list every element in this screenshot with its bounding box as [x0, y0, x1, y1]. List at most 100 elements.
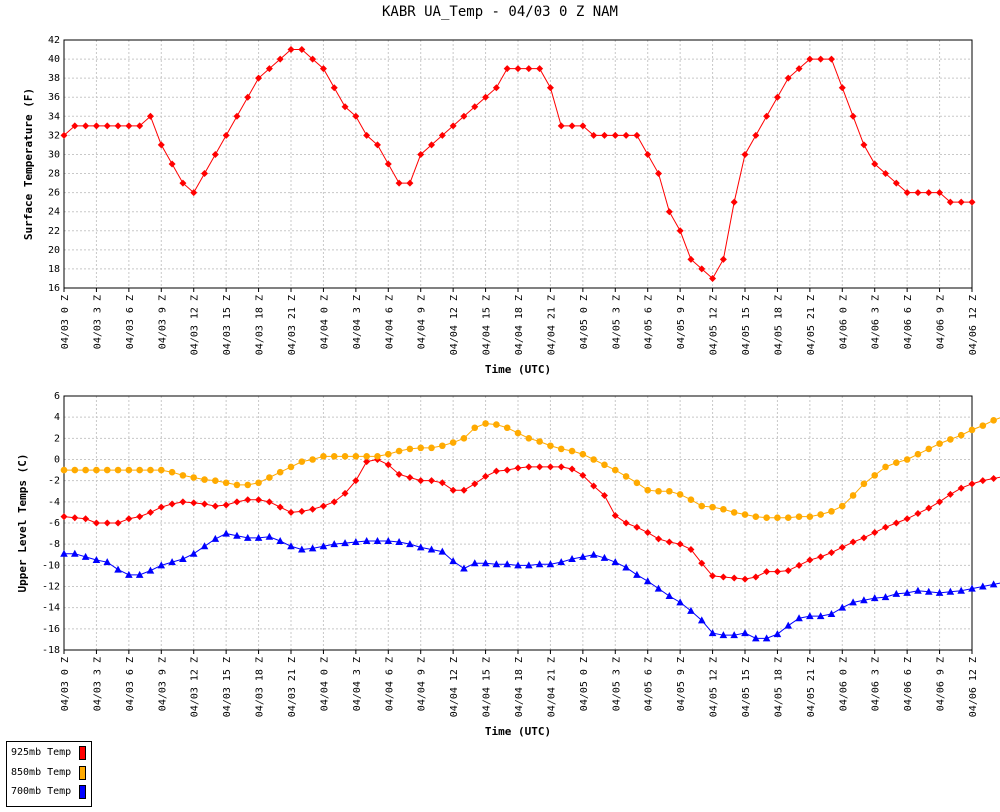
data-point [492, 467, 500, 475]
data-point [763, 514, 770, 522]
x-tick-label: 04/03 21 Z [287, 295, 298, 355]
data-point [557, 463, 565, 471]
data-point [676, 598, 684, 606]
y-tick-label: -6 [48, 518, 60, 529]
data-point [93, 466, 100, 474]
data-point [503, 424, 511, 432]
data-point [914, 450, 922, 458]
data-point [157, 141, 165, 149]
y-tick-label: 34 [48, 111, 60, 122]
data-point [222, 131, 230, 139]
x-tick-label: 04/04 12 Z [449, 657, 460, 717]
data-point [60, 513, 68, 521]
data-point [276, 55, 284, 63]
data-point [417, 150, 425, 158]
data-point [471, 103, 479, 111]
data-point [406, 473, 414, 481]
x-tick-label: 04/06 3 Z [871, 295, 882, 349]
x-tick-label: 04/04 15 Z [482, 657, 493, 717]
data-point [979, 422, 987, 429]
x-tick-label: 04/05 0 Z [579, 657, 590, 711]
data-point [384, 160, 392, 168]
x-tick-label: 04/03 18 Z [255, 295, 266, 355]
y-tick-label: 40 [48, 54, 60, 65]
data-point [720, 505, 727, 513]
x-tick-label: 04/03 9 Z [157, 295, 168, 349]
data-point [525, 435, 533, 442]
data-point [914, 189, 922, 197]
data-point [979, 477, 987, 485]
data-point [536, 463, 544, 471]
data-point [655, 487, 662, 495]
data-point [806, 612, 814, 620]
x-tick-label: 04/05 3 Z [611, 295, 622, 349]
data-point [784, 621, 793, 629]
data-point [255, 74, 263, 82]
data-point [762, 634, 771, 642]
data-point [914, 586, 922, 594]
data-point [568, 447, 576, 455]
data-point [168, 558, 176, 566]
data-point [849, 598, 857, 606]
data-point [633, 570, 641, 578]
series-line [64, 533, 1000, 639]
data-point [114, 565, 122, 573]
data-point [882, 170, 890, 178]
data-point [146, 566, 155, 574]
data-point [427, 545, 436, 553]
data-point [903, 456, 911, 463]
data-point [579, 552, 587, 560]
x-tick-label: 04/05 21 Z [806, 657, 817, 717]
data-point [363, 453, 370, 460]
data-point [957, 431, 965, 439]
data-point [125, 122, 133, 130]
data-point [482, 472, 490, 480]
legend-label-925mb: 925mb Temp [11, 747, 72, 758]
x-tick-label: 04/06 6 Z [903, 657, 914, 711]
data-point [492, 84, 500, 92]
y-tick-label: 38 [48, 73, 60, 84]
data-point [341, 489, 349, 497]
y-tick-label: -4 [48, 497, 60, 508]
data-point [589, 550, 598, 558]
data-point [470, 559, 479, 567]
data-point [817, 511, 824, 518]
data-point [698, 265, 706, 273]
data-point [428, 477, 436, 485]
data-point [287, 46, 295, 54]
data-point [893, 459, 900, 466]
data-point [795, 614, 803, 622]
data-point [157, 503, 165, 511]
y-tick-label: 18 [48, 264, 60, 275]
data-point [590, 131, 598, 139]
data-point [417, 477, 425, 485]
data-point [947, 436, 954, 443]
x-tick-label: 04/06 12 Z [968, 657, 979, 717]
data-point [136, 466, 143, 474]
data-point [892, 519, 900, 527]
data-point [265, 532, 274, 540]
y-tick-label: 28 [48, 169, 60, 180]
x-tick-label: 04/05 9 Z [676, 295, 687, 349]
data-point [319, 65, 327, 73]
y-tick-label: 24 [48, 207, 60, 218]
y-tick-label: -16 [42, 624, 60, 635]
x-tick-label: 04/03 3 Z [92, 657, 103, 711]
data-point [741, 511, 749, 518]
data-point [579, 450, 587, 458]
data-point [871, 529, 879, 537]
data-point [395, 538, 403, 546]
y-tick-label: -8 [48, 539, 60, 550]
x-tick-label: 04/05 9 Z [676, 657, 687, 711]
data-point [417, 444, 425, 452]
data-point [611, 558, 620, 566]
data-point [730, 509, 738, 516]
data-point [752, 573, 760, 581]
data-point [81, 552, 90, 560]
data-point [860, 141, 868, 149]
data-point [352, 453, 360, 460]
data-point [643, 577, 652, 585]
data-point [308, 544, 317, 552]
data-point [871, 472, 879, 479]
data-point [309, 505, 317, 513]
